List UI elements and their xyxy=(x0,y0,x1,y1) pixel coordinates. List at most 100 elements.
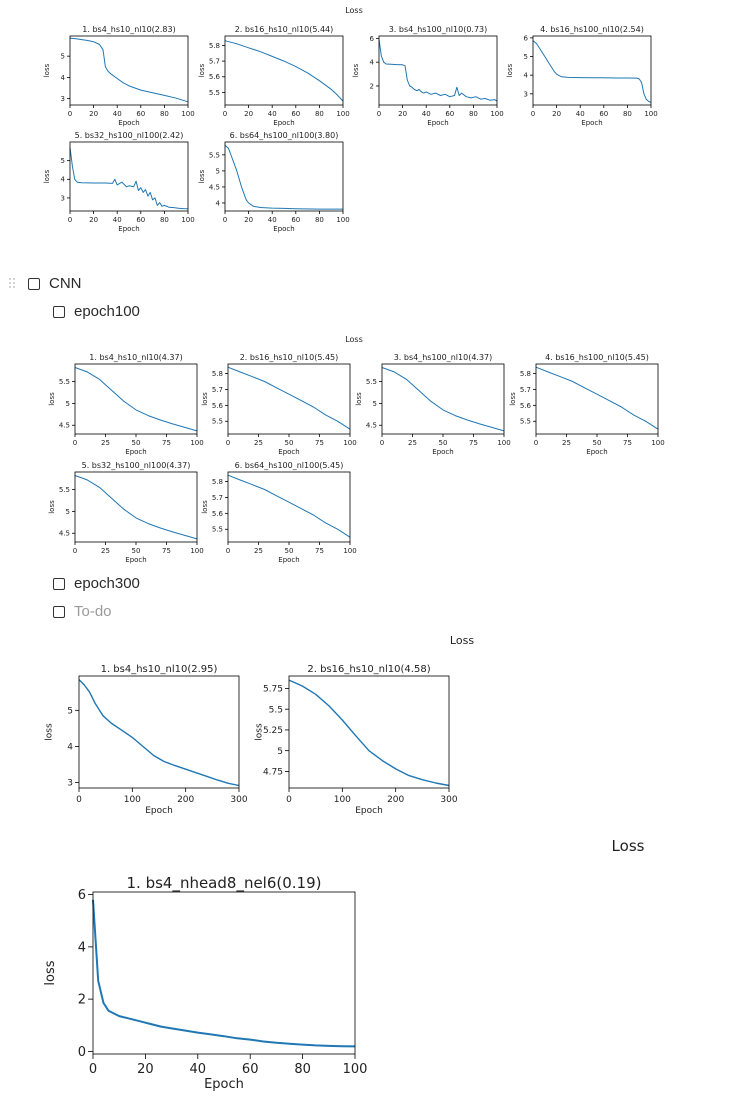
y-tick-label: 2 xyxy=(78,993,86,1008)
loss-curve xyxy=(288,679,450,787)
y-axis-label: loss xyxy=(48,500,56,514)
x-tick-label: 100 xyxy=(334,795,351,805)
x-tick-label: 40 xyxy=(422,110,431,118)
y-tick-label: 5 xyxy=(67,706,73,716)
x-tick-label: 200 xyxy=(387,795,404,805)
subplot-4: 4. bs16_hs100_nl10(5.45) 0 25 50 75 100 5.5 5.6… xyxy=(509,353,665,456)
todo-item-cnn: CNN xyxy=(28,275,82,292)
axes-frame xyxy=(224,35,344,106)
x-tick-label: 0 xyxy=(286,795,292,805)
checkbox-icon[interactable] xyxy=(28,277,40,290)
subplot-6: 6. bs64_hs100_nl100(5.45) 0 25 50 75 100 5.5 5.… xyxy=(201,461,357,564)
y-axis-label: loss xyxy=(43,960,58,985)
loss-curve xyxy=(92,899,356,1048)
x-tick-label: 200 xyxy=(177,795,194,805)
y-tick-label: 5 xyxy=(66,508,70,516)
y-tick-label: 5.6 xyxy=(209,73,221,81)
todo-label-epoch300[interactable]: epoch300 xyxy=(74,575,140,592)
x-axis-label: Epoch xyxy=(118,119,139,127)
x-tick-label: 80 xyxy=(160,216,169,224)
x-tick-label: 20 xyxy=(244,216,253,224)
y-tick-label: 5.5 xyxy=(209,89,220,97)
y-tick-label: 3 xyxy=(67,779,73,789)
x-tick-label: 50 xyxy=(132,547,141,555)
x-tick-label: 0 xyxy=(76,795,82,805)
todo-label-epoch100[interactable]: epoch100 xyxy=(74,303,140,320)
axes-frame xyxy=(224,141,344,212)
x-tick-label: 0 xyxy=(68,216,72,224)
y-tick-label: 5.6 xyxy=(212,402,224,410)
x-tick-label: 60 xyxy=(445,110,454,118)
x-tick-label: 40 xyxy=(113,110,122,118)
x-axis-label: Epoch xyxy=(204,1077,244,1092)
y-tick-label: 5.5 xyxy=(59,486,70,494)
y-tick-label: 5.7 xyxy=(212,494,223,502)
x-tick-label: 20 xyxy=(89,216,98,224)
x-tick-label: 100 xyxy=(181,216,194,224)
drag-handle-icon[interactable] xyxy=(9,278,17,290)
x-axis-label: Epoch xyxy=(581,119,602,127)
x-tick-label: 100 xyxy=(651,439,664,447)
x-tick-label: 75 xyxy=(623,439,632,447)
y-tick-label: 6 xyxy=(78,888,86,903)
y-tick-label: 4 xyxy=(524,72,529,80)
x-tick-label: 100 xyxy=(190,547,203,555)
x-tick-label: 25 xyxy=(408,439,417,447)
y-axis-label: loss xyxy=(201,392,209,406)
x-axis-label: Epoch xyxy=(432,448,453,456)
x-tick-label: 20 xyxy=(137,1062,154,1077)
loss-figure-3: Loss 1. bs4_hs10_nl10(2.95) 0 100 200 300 3 4 5 E… xyxy=(45,634,475,816)
subplot-title: 2. bs16_hs10_nl10(4.58) xyxy=(307,664,430,675)
x-tick-label: 0 xyxy=(226,547,230,555)
y-tick-label: 5.8 xyxy=(212,478,223,486)
checkbox-icon[interactable] xyxy=(53,605,65,618)
loss-curve xyxy=(227,474,351,538)
subplot-title: 5. bs32_hs100_nl100(4.37) xyxy=(82,461,191,470)
y-tick-label: 5.7 xyxy=(209,58,220,66)
x-tick-label: 25 xyxy=(562,439,571,447)
x-tick-label: 40 xyxy=(268,110,277,118)
x-axis-label: Epoch xyxy=(273,225,294,233)
subplot-2: 2. bs16_hs10_nl10(5.45) 0 25 50 75 100 5.5 5.6 5… xyxy=(201,353,357,456)
x-tick-label: 80 xyxy=(160,110,169,118)
x-tick-label: 75 xyxy=(315,547,324,555)
axes-frame xyxy=(381,363,505,435)
subplot-1: 1. bs4_hs10_nl10(2.83) 0 20 40 60 80 100 3 4 5 Epo… xyxy=(43,25,195,127)
todo-placeholder[interactable]: To-do xyxy=(74,603,112,620)
x-tick-label: 80 xyxy=(315,110,324,118)
y-tick-label: 2 xyxy=(370,82,374,90)
checkbox-icon[interactable] xyxy=(53,577,65,590)
x-tick-label: 75 xyxy=(162,439,171,447)
x-tick-label: 300 xyxy=(230,795,247,805)
y-tick-label: 5.7 xyxy=(520,386,531,394)
y-axis-label: loss xyxy=(255,723,265,741)
y-axis-label: loss xyxy=(45,723,55,741)
todo-label-cnn[interactable]: CNN xyxy=(49,275,82,292)
y-tick-label: 5.6 xyxy=(520,402,532,410)
y-tick-label: 5 xyxy=(277,747,283,757)
checkbox-icon[interactable] xyxy=(53,305,65,318)
y-tick-label: 5 xyxy=(61,53,65,61)
subplot-title: 6. bs64_hs100_nl100(5.45) xyxy=(235,461,344,470)
x-tick-label: 0 xyxy=(89,1062,97,1077)
axes-frame xyxy=(69,35,189,106)
x-tick-label: 60 xyxy=(599,110,608,118)
subplot-title: 1. bs4_hs10_nl10(4.37) xyxy=(89,353,182,362)
loss-curve xyxy=(224,144,343,210)
y-axis-label: loss xyxy=(48,392,56,406)
x-tick-label: 50 xyxy=(285,439,294,447)
y-axis-label: loss xyxy=(43,169,51,183)
x-axis-label: Epoch xyxy=(118,225,139,233)
y-tick-label: 5 xyxy=(373,400,377,408)
todo-item-epoch100: epoch100 xyxy=(53,303,140,320)
loss-curve xyxy=(78,679,240,787)
subplot-title: 1. bs4_hs10_nl10(2.95) xyxy=(101,664,218,675)
x-axis-label: Epoch xyxy=(278,448,299,456)
y-tick-label: 5.5 xyxy=(212,418,223,426)
subplot-2: 2. bs16_hs10_nl10(5.44) 0 20 40 60 80 100 5.5 5.… xyxy=(198,25,350,127)
x-tick-label: 20 xyxy=(398,110,407,118)
y-tick-label: 5.5 xyxy=(366,378,377,386)
x-tick-label: 0 xyxy=(531,110,535,118)
